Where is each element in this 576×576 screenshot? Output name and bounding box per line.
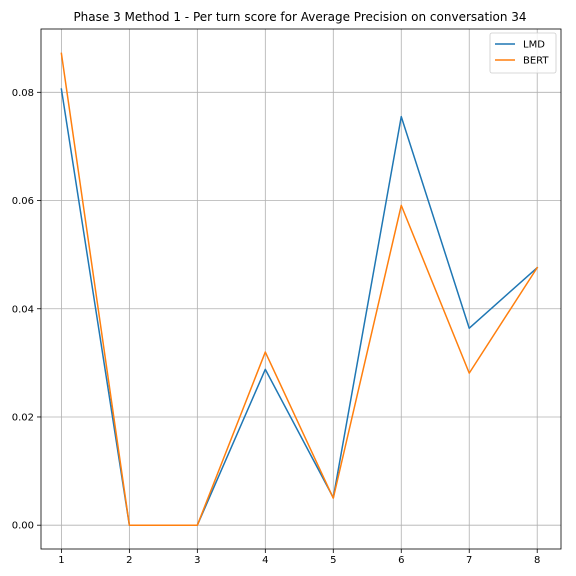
grid-lines: [41, 29, 561, 549]
plot-area-frame: [40, 28, 562, 550]
legend-box: [489, 32, 557, 74]
x-tick-label: 7: [466, 555, 472, 566]
y-tick-label: 0.00: [12, 521, 34, 532]
y-tick-label: 0.08: [12, 88, 34, 99]
x-tick-label: 4: [262, 555, 268, 566]
x-tick-label: 3: [194, 555, 200, 566]
x-tick-label: 1: [58, 555, 64, 566]
legend-label: LMD: [523, 40, 545, 51]
series-line-lmd: [60, 88, 539, 526]
y-axis: 0.00 0.02 0.04 0.06 0.08: [12, 88, 41, 532]
series-lines: [60, 52, 539, 526]
x-tick-label: 2: [126, 555, 132, 566]
legend: LMD BERT: [489, 32, 557, 74]
x-tick-label: 8: [534, 555, 540, 566]
y-tick-label: 0.04: [12, 304, 34, 315]
x-axis: 1 2 3 4 5 6 7 8: [58, 549, 540, 566]
y-tick-label: 0.06: [12, 196, 34, 207]
legend-label: BERT: [523, 56, 549, 67]
x-tick-label: 6: [398, 555, 404, 566]
x-tick-label: 5: [330, 555, 336, 566]
series-line-bert: [60, 52, 539, 526]
y-tick-label: 0.02: [12, 412, 34, 423]
chart-title: Phase 3 Method 1 - Per turn score for Av…: [73, 10, 526, 24]
